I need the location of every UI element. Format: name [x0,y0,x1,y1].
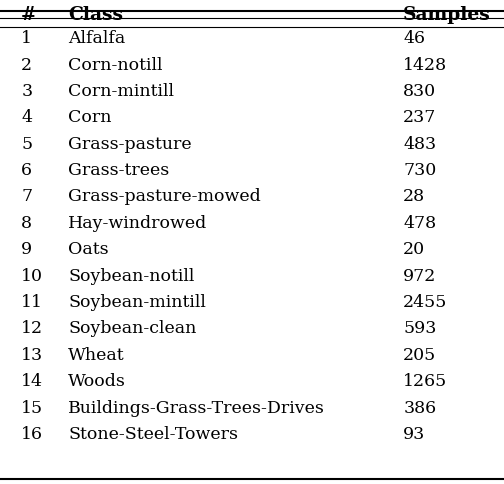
Text: Stone-Steel-Towers: Stone-Steel-Towers [68,426,238,443]
Text: #: # [21,5,37,24]
Text: Soybean-clean: Soybean-clean [68,320,197,337]
Text: 4: 4 [21,109,32,126]
Text: Hay-windrowed: Hay-windrowed [68,215,207,232]
Text: 20: 20 [403,241,425,258]
Text: Woods: Woods [68,373,126,390]
Text: 6: 6 [21,162,32,179]
Text: 593: 593 [403,320,436,337]
Text: 483: 483 [403,136,436,153]
Text: 10: 10 [21,268,43,285]
Text: Grass-pasture-mowed: Grass-pasture-mowed [68,188,261,206]
Text: 1428: 1428 [403,57,448,74]
Text: 8: 8 [21,215,32,232]
Text: 386: 386 [403,399,436,417]
Text: 12: 12 [21,320,43,337]
Text: Corn-notill: Corn-notill [68,57,162,74]
Text: 46: 46 [403,30,425,47]
Text: 1265: 1265 [403,373,448,390]
Text: 5: 5 [21,136,32,153]
Text: Samples: Samples [403,5,491,24]
Text: Alfalfa: Alfalfa [68,30,125,47]
Text: 3: 3 [21,83,32,100]
Text: 2455: 2455 [403,294,448,311]
Text: Wheat: Wheat [68,347,124,364]
Text: 16: 16 [21,426,43,443]
Text: 972: 972 [403,268,436,285]
Text: 478: 478 [403,215,436,232]
Text: Grass-trees: Grass-trees [68,162,169,179]
Text: 14: 14 [21,373,43,390]
Text: Class: Class [68,5,123,24]
Text: 205: 205 [403,347,436,364]
Text: Oats: Oats [68,241,109,258]
Text: Corn-mintill: Corn-mintill [68,83,174,100]
Text: Soybean-notill: Soybean-notill [68,268,195,285]
Text: 13: 13 [21,347,43,364]
Text: Soybean-mintill: Soybean-mintill [68,294,206,311]
Text: Buildings-Grass-Trees-Drives: Buildings-Grass-Trees-Drives [68,399,325,417]
Text: 830: 830 [403,83,436,100]
Text: 2: 2 [21,57,32,74]
Text: 237: 237 [403,109,436,126]
Text: Grass-pasture: Grass-pasture [68,136,192,153]
Text: 15: 15 [21,399,43,417]
Text: 1: 1 [21,30,32,47]
Text: 7: 7 [21,188,32,206]
Text: 93: 93 [403,426,425,443]
Text: 9: 9 [21,241,32,258]
Text: 11: 11 [21,294,43,311]
Text: Corn: Corn [68,109,111,126]
Text: 730: 730 [403,162,436,179]
Text: 28: 28 [403,188,425,206]
